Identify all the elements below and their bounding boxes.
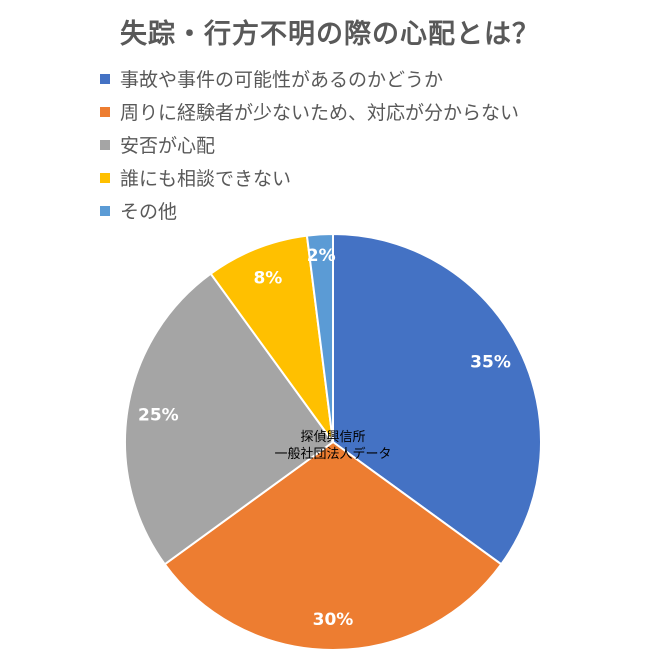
legend-item: 事故や事件の可能性があるのかどうか (100, 62, 519, 95)
source-annotation-line-2: 一般社団法人データ (274, 446, 391, 462)
data-label: 2% (307, 246, 336, 266)
legend-item: 誰にも相談できない (100, 161, 519, 194)
source-annotation-line-1: 探偵興信所 (300, 430, 365, 445)
legend-swatch (100, 205, 110, 216)
pie-slice (305, 232, 334, 443)
legend: 事故や事件の可能性があるのかどうか周りに経験者が少ないため、対応が分からない 安否… (100, 62, 519, 227)
data-label: 8% (253, 269, 282, 289)
legend-label: 周りに経験者が少ないため、対応が分からない (120, 102, 520, 124)
legend-swatch (100, 106, 110, 117)
legend-item: その他 (100, 194, 519, 227)
legend-item: 安否が心配 (100, 128, 519, 161)
legend-swatch (100, 172, 110, 183)
legend-swatch (100, 139, 110, 150)
legend-label: 安否が心配 (120, 135, 216, 157)
pie-slice (124, 272, 335, 566)
data-label: 25% (138, 405, 179, 425)
chart-title: 失踪・行方不明の際の心配とは？ (120, 19, 540, 50)
pie-slice (163, 440, 503, 651)
pie-slice (209, 234, 334, 443)
legend-swatch (100, 73, 110, 84)
legend-item: 周りに経験者が少ないため、対応が分からない (100, 95, 519, 128)
legend-label: その他 (120, 201, 178, 223)
pie-slice (332, 232, 542, 566)
legend-label: 誰にも相談できない (120, 168, 292, 190)
data-label: 30% (313, 610, 354, 630)
legend-label: 事故や事件の可能性があるのかどうか (120, 69, 444, 91)
data-label: 35% (470, 353, 511, 373)
